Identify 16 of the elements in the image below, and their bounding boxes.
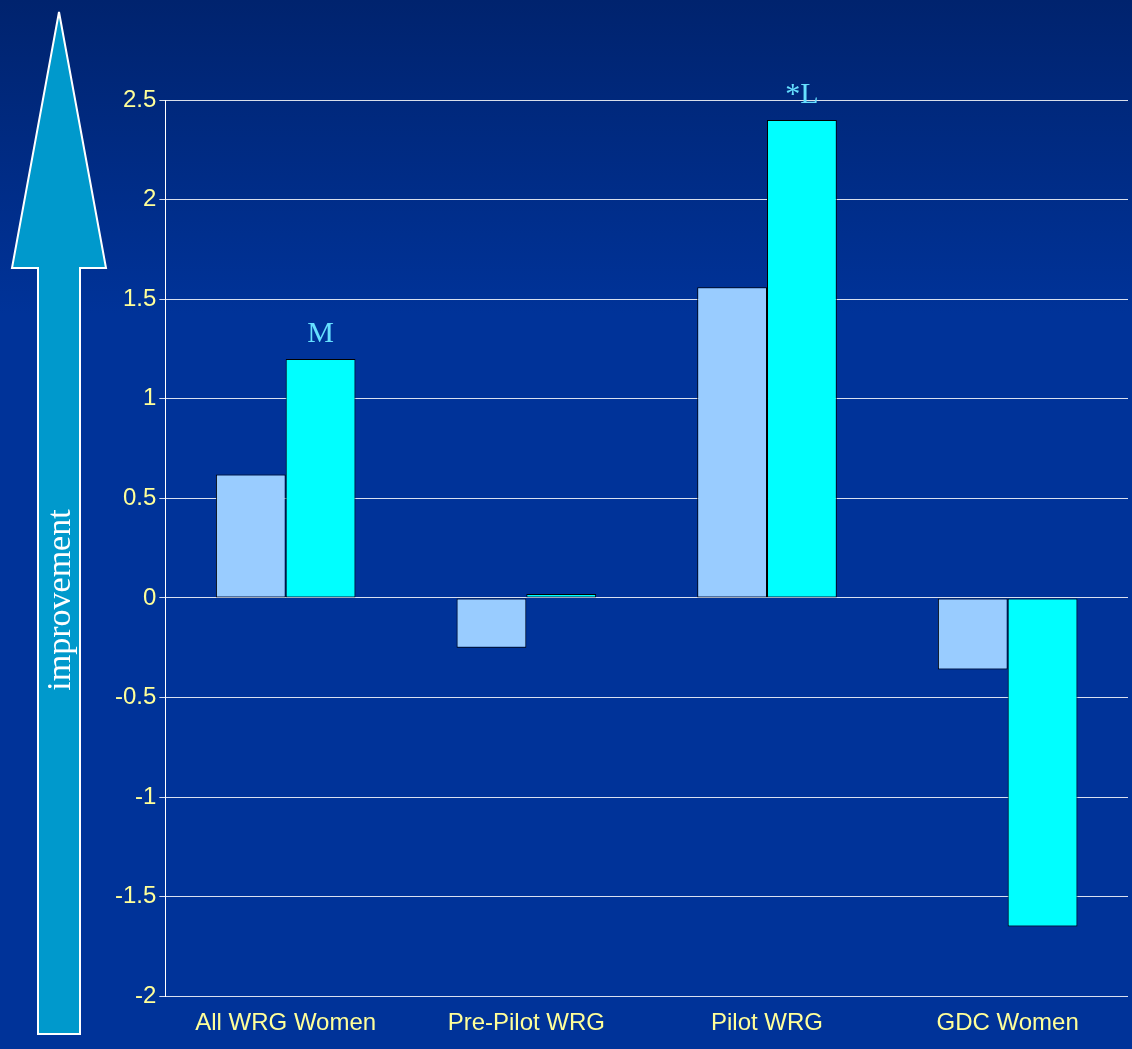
y-tick-label: 1 <box>143 383 157 411</box>
text: improvement <box>40 509 78 691</box>
y-tick-label: 0.5 <box>122 482 157 510</box>
y-tick-label: 2.5 <box>122 84 157 112</box>
y-tick-label: -2 <box>135 980 157 1008</box>
annotation: M <box>307 314 334 348</box>
y-tick-label: 2 <box>143 184 157 212</box>
y-tick-label: -1 <box>135 781 157 809</box>
x-tick-label: Pre-Pilot WRG <box>447 1008 606 1036</box>
x-tick-label: Pilot WRG <box>711 1008 824 1036</box>
x-tick-label: GDC Women <box>936 1008 1079 1036</box>
y-tick-label: -0.5 <box>115 682 157 710</box>
y-tick-label: 0 <box>143 582 157 610</box>
y-tick-label: -1.5 <box>115 881 157 909</box>
y-tick-label: 1.5 <box>122 283 157 311</box>
x-tick-label: All WRG Women <box>195 1008 377 1036</box>
